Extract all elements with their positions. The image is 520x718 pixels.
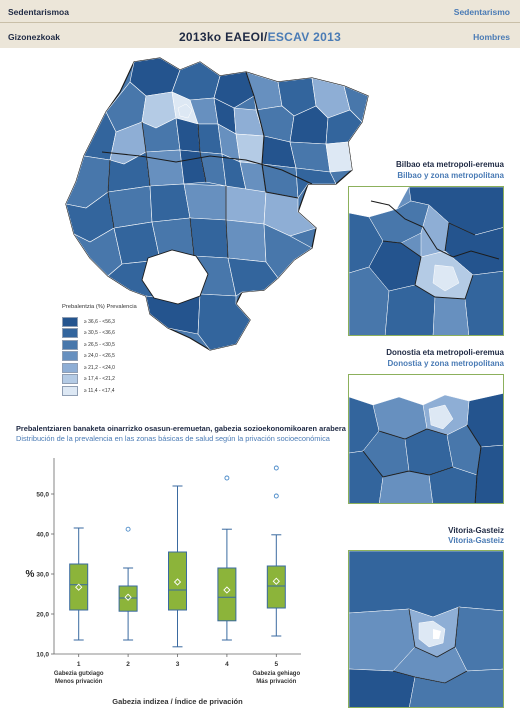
box-iqr	[266, 565, 286, 609]
inset-donostia-title-eu: Donostia eta metropoli-eremua	[386, 348, 504, 357]
legend-title: Prebalentzia (%) Prevalencia	[62, 304, 137, 310]
box-iqr	[217, 567, 237, 622]
inset-vitoria-title-es: Vitoria-Gasteiz	[448, 536, 504, 545]
legend-item: ≥ 11,4 - <17,4	[62, 385, 182, 397]
page-title-eu: 2013ko EAEOI	[178, 30, 264, 44]
header-bar: Sedentarismoa Gizonezkoak Sedentarismo H…	[0, 0, 520, 48]
legend-label: ≥ 26,5 - <30,5	[84, 341, 115, 348]
y-axis-label: %	[26, 569, 35, 580]
box-outlier	[125, 526, 131, 532]
header-group-es: Hombres	[473, 32, 510, 42]
legend-label: ≥ 17,4 - <21,2	[84, 376, 115, 383]
legend-label: ≥ 30,5 - <36,6	[84, 330, 115, 337]
x-tick-label: 4	[225, 661, 229, 668]
box-outlier	[273, 465, 279, 471]
inset-vitoria-title-eu: Vitoria-Gasteiz	[448, 526, 504, 535]
box-iqr	[118, 585, 138, 612]
page-title-separator: /	[263, 30, 268, 44]
inset-bilbao-map	[348, 186, 504, 336]
legend-item: ≥ 17,4 - <21,2	[62, 374, 182, 386]
main-choropleth-map	[65, 57, 369, 351]
inset-vitoria-svg	[349, 551, 503, 707]
page-title-es: ESCAV 2013	[267, 30, 342, 44]
y-tick-label: 10,0	[36, 652, 49, 659]
x-axis-label: Gabezia indizea / Índice de privación	[112, 697, 243, 706]
legend-label: ≥ 24,0 - <26,5	[84, 353, 115, 360]
y-tick-label: 20,0	[36, 612, 49, 619]
x-tick-label: 1	[77, 661, 81, 668]
x-tick-label: 5	[274, 661, 278, 668]
legend-item: ≥ 36,6 - <56,3	[62, 316, 182, 328]
box-outlier	[224, 475, 230, 481]
x-end-label-left: Gabezia gutxiago	[54, 671, 104, 677]
legend-swatch	[62, 339, 78, 350]
legend-item: ≥ 26,5 - <30,5	[62, 339, 182, 351]
legend-label: ≥ 11,4 - <17,4	[84, 387, 115, 394]
legend-item: ≥ 21,2 - <24,0	[62, 362, 182, 374]
map-legend: Prebalentzia (%) Prevalencia ≥ 36,6 - <5…	[62, 304, 182, 397]
boxplot-chart: 10,0 20,0 30,0 40,0 50,0% 1 2 3 4 5 Gabezia gutxia…	[16, 450, 316, 708]
y-tick-label: 30,0	[36, 572, 49, 579]
legend-swatch	[62, 385, 78, 396]
x-end-label-right: Más privación	[256, 679, 296, 685]
inset-bilbao-title-es: Bilbao y zona metropolitana	[397, 171, 504, 180]
inset-bilbao-svg	[349, 187, 503, 335]
chart-title-es: Distribución de la prevalencia en las zo…	[16, 434, 330, 443]
box-mean-marker	[75, 583, 83, 591]
header-topic-es: Sedentarismo	[453, 7, 510, 17]
header-group-eu: Gizonezkoak	[8, 32, 60, 42]
chart-title-eu: Prebalentziaren banaketa oinarrizko osas…	[16, 424, 346, 433]
inset-donostia-map	[348, 374, 504, 504]
page-title: 2013ko EAEOI/ESCAV 2013	[0, 30, 520, 44]
box-outlier	[273, 493, 279, 499]
inset-bilbao-title-eu: Bilbao eta metropoli-eremua	[395, 160, 504, 169]
legend-swatch	[62, 374, 78, 385]
box-mean-marker	[272, 577, 280, 585]
legend-swatch	[62, 328, 78, 339]
y-tick-label: 40,0	[36, 532, 49, 539]
x-tick-label: 3	[176, 661, 180, 668]
inset-donostia-svg	[349, 375, 503, 503]
x-end-label-left: Menos privación	[55, 679, 103, 685]
box-mean-marker	[173, 578, 182, 586]
legend-swatch	[62, 316, 78, 327]
box-mean-marker	[124, 593, 132, 601]
legend-swatch	[62, 362, 78, 373]
header-divider	[0, 22, 520, 23]
x-end-label-right: Gabezia gehiago	[252, 671, 300, 677]
legend-item: ≥ 24,0 - <26,5	[62, 351, 182, 363]
inset-bilbao: Bilbao eta metropoli-eremua Bilbao y zon…	[348, 160, 504, 336]
x-tick-label: 2	[126, 661, 130, 668]
box-iqr	[168, 551, 187, 611]
box-iqr	[69, 563, 89, 611]
y-tick-label: 50,0	[36, 492, 49, 499]
box-mean-marker	[223, 586, 231, 594]
legend-item: ≥ 30,5 - <36,6	[62, 328, 182, 340]
inset-donostia-title-es: Donostia y zona metropolitana	[387, 359, 504, 368]
inset-vitoria-map	[348, 550, 504, 708]
legend-label: ≥ 36,6 - <56,3	[84, 318, 115, 325]
legend-label: ≥ 21,2 - <24,0	[84, 364, 115, 371]
legend-swatch	[62, 351, 78, 362]
inset-donostia: Donostia eta metropoli-eremua Donostia y…	[348, 348, 504, 504]
inset-vitoria: Vitoria-Gasteiz Vitoria-Gasteiz	[348, 526, 504, 708]
header-topic-eu: Sedentarismoa	[8, 7, 69, 17]
